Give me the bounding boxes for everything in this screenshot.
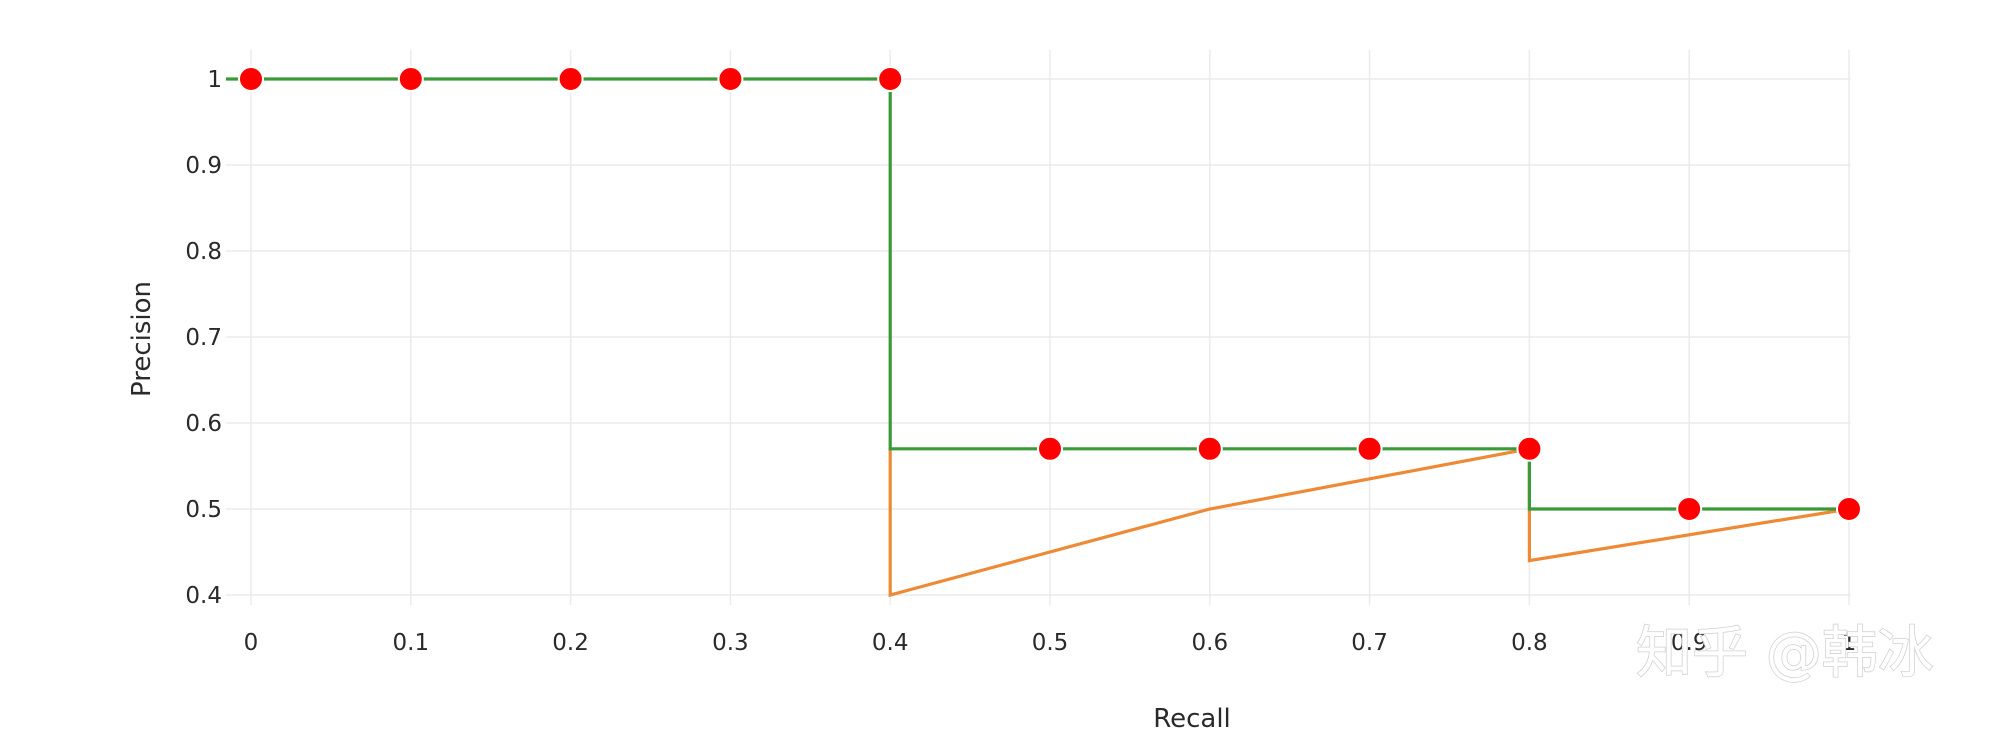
data-point-marker [1356,435,1383,462]
y-tick-label: 1 [207,67,222,93]
x-tick-label: 0.5 [1032,630,1069,656]
series-markers [238,66,1862,522]
x-tick-label: 0 [244,630,259,656]
data-point-marker [1836,496,1862,522]
x-tick-label: 0.9 [1671,630,1708,656]
data-point-marker [238,66,264,92]
x-tick-label: 0.6 [1192,630,1229,656]
x-tick-label: 0.3 [712,630,749,656]
tick-labels: 0 0.1 0.2 0.3 0.4 0.5 0.6 0.7 0.8 0.9 1 0.4 0.5 0.6 0.… [185,67,1856,656]
y-tick-label: 0.9 [185,153,222,179]
y-tick-label: 0.8 [185,239,222,265]
x-tick-label: 0.8 [1511,630,1548,656]
x-tick-label: 0.4 [872,630,909,656]
interpolated-precision-line [226,77,1849,511]
y-axis-title: Precision [127,281,157,397]
y-tick-label: 0.7 [185,325,222,351]
data-point-marker [877,66,904,92]
data-point-marker [397,66,424,92]
x-tick-label: 1 [1842,630,1857,656]
x-tick-label: 0.7 [1351,630,1388,656]
x-axis-title: Recall [1153,704,1231,734]
data-point-marker [1196,435,1223,462]
x-tick-label: 0.2 [552,630,589,656]
y-tick-label: 0.4 [185,583,222,609]
x-tick-label: 0.1 [393,630,430,656]
y-tick-label: 0.5 [185,497,222,523]
grid [226,50,1851,605]
data-point-marker [1516,435,1543,462]
data-point-marker [717,66,744,92]
data-point-marker [557,66,584,92]
precision-line [888,446,1850,598]
watermark: 知乎 @韩冰 [1636,621,1934,686]
data-point-marker [1676,496,1703,522]
data-point-marker [1037,435,1063,462]
y-tick-label: 0.6 [185,411,222,437]
